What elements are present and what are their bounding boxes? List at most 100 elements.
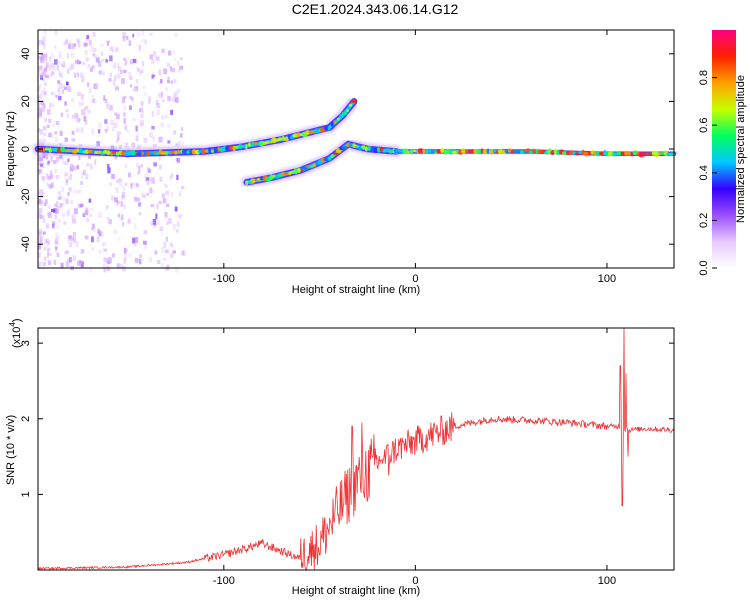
spectrogram-y-ticks: -40 -20 0 20 40	[20, 48, 674, 252]
noise-cell	[139, 254, 142, 259]
colorbar-label: Normalized spectral amplitude	[735, 75, 747, 223]
noise-cell	[166, 220, 169, 225]
noise-cell	[88, 40, 92, 46]
track-blob	[271, 137, 277, 144]
noise-cell	[89, 213, 93, 217]
noise-cell	[73, 237, 77, 244]
noise-cell	[64, 137, 68, 142]
noise-cell	[114, 112, 118, 116]
svg-text:(x104): (x104)	[8, 318, 23, 348]
noise-cell	[39, 163, 43, 167]
noise-cell	[127, 218, 131, 224]
noise-cell	[141, 61, 145, 67]
track-blob	[300, 168, 304, 173]
noise-cell	[111, 174, 115, 180]
noise-cell	[152, 219, 157, 225]
noise-cell	[71, 114, 75, 119]
noise-cell	[73, 43, 77, 47]
noise-cell	[169, 66, 173, 72]
noise-cell	[47, 240, 50, 246]
noise-cell	[160, 115, 164, 120]
noise-cell	[122, 191, 126, 198]
noise-cell	[103, 248, 108, 252]
track-blob	[648, 152, 653, 156]
track-blob	[327, 125, 331, 131]
noise-cell	[40, 201, 43, 206]
noise-cell	[96, 141, 101, 147]
noise-cell	[139, 259, 142, 265]
noise-cell	[161, 247, 165, 253]
noise-cell	[150, 221, 154, 226]
noise-cell	[177, 69, 181, 73]
track-blob	[388, 150, 393, 154]
noise-cell	[134, 242, 137, 247]
track-blob	[177, 150, 181, 153]
noise-cell	[91, 65, 95, 69]
noise-cell	[59, 154, 63, 159]
noise-cell	[60, 203, 65, 207]
noise-cell	[72, 231, 77, 237]
noise-cell	[160, 91, 163, 96]
noise-cell	[91, 223, 95, 229]
track-blob	[146, 150, 151, 157]
track-blob	[638, 152, 645, 158]
track-blob	[327, 156, 332, 161]
noise-cell	[117, 134, 120, 141]
noise-cell	[149, 256, 152, 263]
noise-cell	[157, 259, 161, 264]
noise-cell	[165, 236, 168, 242]
track-blob	[510, 150, 515, 154]
track-blob	[364, 146, 368, 152]
track-blob	[348, 143, 354, 148]
track-blob	[516, 150, 521, 153]
noise-cell	[117, 213, 120, 218]
noise-cell	[38, 128, 41, 133]
noise-cell	[170, 109, 173, 115]
noise-cell	[136, 197, 141, 202]
noise-cell	[41, 54, 45, 60]
noise-cell	[47, 252, 52, 256]
noise-cell	[42, 264, 46, 270]
noise-cell	[98, 230, 102, 237]
noise-cell	[90, 46, 94, 53]
noise-cell	[125, 59, 128, 64]
noise-cell	[177, 60, 180, 66]
track-blob	[293, 168, 299, 175]
noise-cell	[53, 59, 58, 65]
noise-cell	[42, 43, 46, 49]
noise-cell	[66, 113, 70, 118]
noise-cell	[68, 207, 71, 212]
noise-cell	[44, 91, 47, 96]
track-blob	[624, 150, 629, 156]
noise-cell	[117, 131, 122, 135]
noise-cell	[41, 107, 45, 113]
noise-cell	[71, 215, 76, 220]
track-blob	[144, 150, 147, 157]
noise-cell	[44, 118, 47, 122]
noise-cell	[156, 219, 161, 226]
noise-cell	[83, 107, 87, 111]
snr-multiplier-base: (x10	[11, 327, 23, 348]
noise-cell	[171, 173, 174, 178]
noise-cell	[117, 62, 120, 68]
noise-cell	[74, 166, 79, 170]
track-blob	[377, 146, 380, 153]
noise-cell	[43, 256, 47, 262]
noise-cell	[180, 185, 185, 190]
noise-cell	[56, 205, 59, 210]
noise-cell	[115, 47, 119, 52]
noise-cell	[179, 65, 183, 70]
noise-cell	[55, 246, 58, 250]
noise-cell	[76, 72, 79, 78]
noise-cell	[123, 118, 126, 124]
noise-cell	[62, 89, 64, 94]
noise-cell	[81, 76, 85, 83]
noise-cell	[58, 50, 62, 57]
noise-cell	[39, 108, 43, 115]
track-blob	[161, 151, 166, 155]
noise-cell	[70, 52, 75, 58]
noise-cell	[51, 103, 55, 107]
track-blob	[130, 149, 136, 156]
track-blob	[277, 137, 283, 141]
noise-cell	[40, 153, 44, 158]
